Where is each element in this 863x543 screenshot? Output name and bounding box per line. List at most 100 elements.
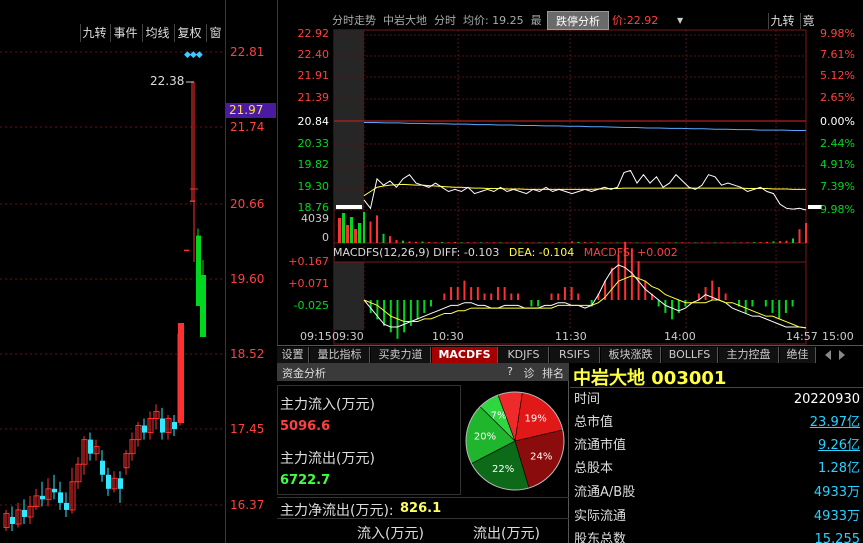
macd-tick: +0.167 (288, 255, 329, 268)
main-outflow-value: 6722.7 (280, 473, 331, 488)
price-tick: 21.74 (230, 120, 265, 134)
candle-body (118, 478, 123, 489)
volume-bar (779, 241, 781, 243)
stock-title: 中岩大地 003001 (573, 368, 727, 389)
volume-bar (358, 223, 361, 243)
tab-bollfs[interactable]: BOLLFS (662, 347, 718, 363)
toolbar-ma-button[interactable]: 均线 (142, 24, 172, 42)
volume-bar (467, 242, 469, 243)
time-label: 15:00 (822, 330, 854, 343)
volume-bar (701, 242, 703, 243)
toolbar-jiuzhuan-button[interactable]: 九转 (80, 24, 108, 42)
info-row-time: 时间 20220930 (572, 388, 863, 411)
candle-body (52, 488, 57, 493)
volume-bar (740, 242, 742, 243)
tab-rsifs[interactable]: RSIFS (550, 347, 600, 363)
float-market-cap-link[interactable]: 9.26亿 (818, 438, 860, 453)
volume-bar (733, 242, 736, 243)
left-kline-panel[interactable] (0, 0, 275, 543)
kline-chart[interactable] (0, 0, 275, 543)
volume-bar (460, 242, 463, 243)
tab-kdjfs[interactable]: KDJFS (499, 347, 549, 363)
info-row-float-shares: 流通A/B股 4933万 (572, 481, 863, 504)
help-icon[interactable]: ? (507, 365, 513, 378)
info-label: 总市值 (574, 415, 614, 430)
candle-body (88, 439, 93, 454)
volume-bar (506, 242, 508, 243)
price-tick: 18.52 (230, 347, 265, 361)
volume-bar (584, 242, 586, 243)
candle-body-limit-up (178, 323, 184, 423)
fund-panel-title: 资金分析 (282, 367, 326, 380)
limit-down-analysis-button[interactable]: 跌停分析 (547, 11, 609, 30)
volume-tick: 4039 (301, 212, 329, 225)
volume-bar (551, 242, 554, 243)
pct-tick: 0.00% (820, 115, 855, 128)
tab-sector-change[interactable]: 板块涨跌 (601, 347, 661, 363)
ranking-button[interactable]: 排名 (542, 367, 564, 380)
price-tick: 22.40 (297, 48, 330, 61)
candle-body (190, 200, 195, 202)
total-market-cap-link[interactable]: 23.97亿 (809, 415, 860, 430)
pie-slice-label: 22% (492, 464, 514, 475)
candle-body (93, 446, 100, 455)
intraday-panel[interactable] (277, 0, 863, 345)
tab-excellent[interactable]: 绝佳 (780, 347, 816, 363)
volume-bar (415, 241, 417, 243)
main-inflow-label: 主力流入(万元) (280, 397, 375, 413)
intraday-jiuzhuan-button[interactable]: 九转 (768, 13, 796, 29)
price-tick: 22.81 (230, 45, 265, 59)
toolbar-event-button[interactable]: 事件 (110, 24, 140, 42)
toolbar-window-button[interactable]: 窗 (206, 24, 224, 42)
tab-settings[interactable]: 设置 (277, 347, 309, 363)
tab-main-control[interactable]: 主力控盘 (719, 347, 779, 363)
main-outflow-label: 主力流出(万元) (280, 451, 375, 467)
main-inflow-value: 5096.6 (280, 419, 331, 434)
macd-label-line: MACDFS(12,26,9) DIFF: -0.103 DEA: -0.104… (333, 246, 813, 260)
time-label: 09:15 (300, 330, 332, 343)
bottom-outflow-header: 流出(万元) (473, 526, 540, 542)
candle-body (75, 463, 82, 483)
fund-pie-chart: 19% 24% 22% 20% 7% (465, 391, 565, 491)
volume-bar (590, 242, 593, 243)
volume-bar (519, 242, 521, 243)
tab-volume-ratio[interactable]: 量比指标 (310, 347, 370, 363)
macd-tick: +0.071 (288, 277, 329, 290)
tab-scroll-right-icon[interactable] (839, 350, 845, 360)
volume-bar (720, 242, 723, 243)
price-tick: 18.76 (297, 201, 330, 214)
net-outflow-label: 主力净流出(万元): (280, 503, 394, 519)
current-price-tag: 21.97 (226, 103, 276, 118)
dropdown-arrow-icon[interactable]: ▼ (677, 16, 684, 25)
toolbar-adjust-button[interactable]: 复权 (174, 24, 204, 42)
price-tick: 19.30 (297, 180, 330, 193)
candle-body (100, 460, 105, 475)
volume-bar (792, 238, 794, 243)
volume-bar (342, 213, 345, 243)
volume-bar (642, 242, 645, 243)
intraday-chart[interactable] (278, 0, 863, 345)
volume-bar (714, 242, 716, 243)
volume-bar (441, 242, 443, 243)
bottom-inflow-header: 流入(万元) (357, 526, 424, 542)
time-label: 14:57 (786, 330, 818, 343)
diagnose-icon[interactable]: 诊 (523, 367, 535, 380)
tab-buy-sell-force[interactable]: 买卖力道 (371, 347, 431, 363)
volume-bar (402, 240, 404, 243)
volume-bar (338, 218, 341, 243)
candle-body (58, 492, 63, 503)
intraday-bid-button[interactable]: 竟 (800, 13, 816, 29)
info-label: 实际流通 (574, 509, 627, 524)
volume-bar (603, 242, 606, 243)
pct-tick: 5.12% (820, 69, 855, 82)
tab-macdfs[interactable]: MACDFS (432, 347, 498, 363)
macd-dea-label: DEA: -0.104 (508, 246, 575, 259)
volume-bar (746, 242, 749, 243)
pre-market-shade (334, 30, 364, 210)
volume-bar (493, 242, 495, 243)
price-tick: 20.33 (297, 137, 330, 150)
left-toolbar: 九转 事件 均线 复权 窗 (80, 12, 225, 42)
tab-scroll-left-icon[interactable] (825, 350, 831, 360)
candle-body-down (200, 275, 206, 337)
volume-bar (597, 242, 599, 243)
